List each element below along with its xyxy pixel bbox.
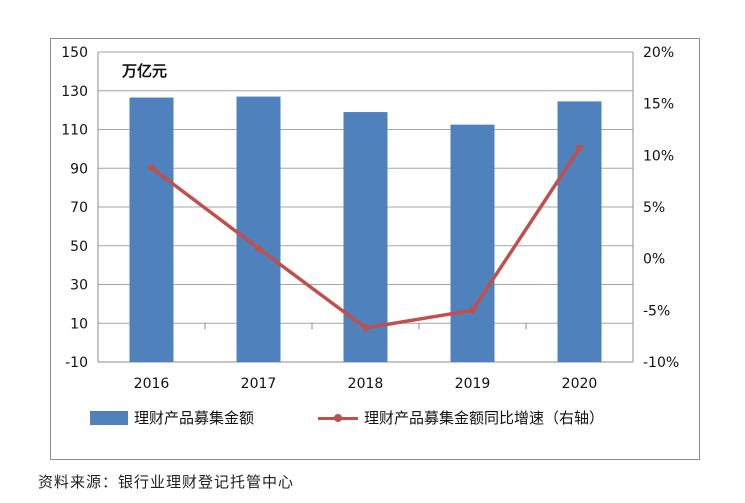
y-left-unit-label: 万亿元: [121, 62, 167, 80]
y-left-tick-label: 10: [70, 316, 88, 332]
y-right-tick-label: 5%: [643, 200, 665, 216]
growth-point-2017: [255, 244, 262, 252]
legend-item-line: 理财产品募集金额同比增速（右轴）: [318, 407, 604, 428]
bar-2016: [129, 97, 174, 362]
y-right-tick-label: 15%: [643, 97, 674, 113]
legend-line-label: 理财产品募集金额同比增速（右轴）: [364, 409, 605, 427]
legend-line-swatch: [318, 411, 358, 425]
y-left-tick-label: -10: [65, 355, 88, 371]
y-right-tick-label: -10%: [643, 355, 679, 371]
chart-frame: [50, 38, 700, 460]
y-right-tick-label: 0%: [643, 252, 665, 268]
y-right-tick-label: 20%: [643, 45, 674, 61]
y-left-tick-label: 70: [70, 200, 88, 216]
source-note: 资料来源：银行业理财登记托管中心: [38, 473, 295, 491]
bar-2020: [557, 101, 602, 362]
bar-2019: [450, 124, 495, 362]
x-tick-label: 2020: [562, 376, 598, 392]
legend-bar-label: 理财产品募集金额: [134, 409, 255, 427]
y-left-tick-label: 150: [61, 45, 88, 61]
legend-bar-swatch: [90, 411, 128, 425]
growth-point-2020: [576, 144, 583, 152]
y-right-tick-label: 10%: [643, 148, 674, 164]
growth-point-2019: [469, 306, 476, 314]
bar-2018: [343, 112, 388, 362]
growth-point-2016: [148, 164, 155, 172]
y-left-tick-label: 90: [70, 161, 88, 177]
x-tick-label: 2019: [455, 376, 491, 392]
y-right-tick-label: -5%: [643, 303, 670, 319]
x-tick-label: 2016: [134, 376, 170, 392]
x-tick-label: 2018: [348, 376, 384, 392]
y-left-tick-label: 110: [61, 123, 88, 139]
y-left-tick-label: 30: [70, 278, 88, 294]
legend-item-bar: 理财产品募集金额: [90, 407, 254, 428]
x-tick-label: 2017: [241, 376, 277, 392]
bar-2017: [236, 96, 281, 362]
y-left-tick-label: 50: [70, 239, 88, 255]
y-left-tick-label: 130: [61, 84, 88, 100]
growth-point-2018: [362, 324, 369, 332]
